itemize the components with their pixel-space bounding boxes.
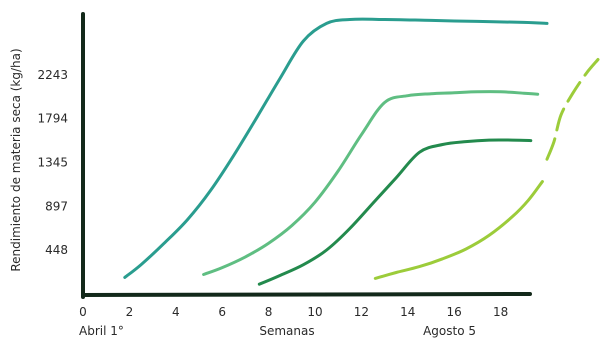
y-tick-label: 1345: [37, 156, 68, 170]
series-line-1: [123, 17, 549, 279]
x-tick-label: 0: [79, 305, 87, 319]
series-line-4: [373, 180, 544, 280]
x-tick-label: 6: [218, 305, 226, 319]
y-tick-label: 1794: [37, 112, 68, 126]
x-axis-label: Semanas: [259, 324, 314, 338]
x-annotation: Agosto 5: [423, 324, 476, 338]
y-tick-label: 897: [45, 199, 68, 213]
x-tick-label: 12: [354, 305, 369, 319]
y-tick-label: 448: [45, 243, 68, 257]
x-tick-label: 10: [307, 305, 322, 319]
x-tick-label: 4: [172, 305, 180, 319]
series-line-3: [257, 138, 533, 286]
series-layer: [123, 17, 600, 286]
annotations: Abril 1° Agosto 5: [79, 324, 476, 338]
x-tick-label: 2: [126, 305, 134, 319]
series-line-2: [202, 90, 540, 276]
x-tick-label: 18: [493, 305, 508, 319]
x-tick-label: 14: [400, 305, 415, 319]
x-annotation: Abril 1°: [79, 324, 124, 338]
y-axis-label: Rendimiento de materia seca (kg/ha): [9, 48, 23, 271]
series-line-5: [545, 58, 600, 161]
x-tick-label: 16: [447, 305, 462, 319]
y-tick-label: 2243: [37, 68, 68, 82]
x-axis-line: [81, 292, 532, 297]
y-tick-labels: 448 897 1345 1794 2243: [37, 68, 68, 257]
x-tick-label: 8: [265, 305, 273, 319]
x-tick-labels: 0 2 4 6 8 10 12 14 16 18: [79, 305, 508, 319]
